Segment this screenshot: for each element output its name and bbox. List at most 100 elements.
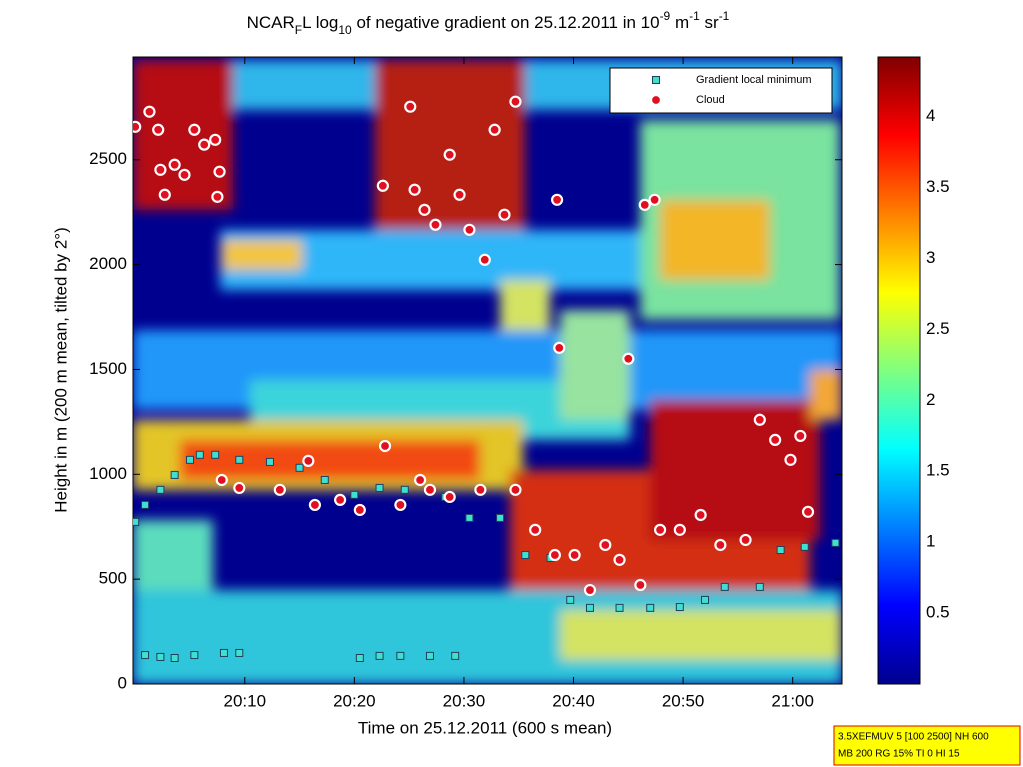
point: [714, 538, 727, 552]
point: [190, 651, 199, 660]
point: [675, 603, 684, 612]
point: [613, 553, 626, 566]
heatmap: [133, 57, 842, 684]
point: [673, 523, 686, 536]
point: [295, 463, 304, 472]
point: [653, 523, 667, 536]
point: [463, 223, 476, 236]
point: [529, 523, 542, 536]
point: [418, 203, 431, 216]
title-part: F: [295, 23, 302, 37]
point: [488, 123, 501, 136]
legend-marker: [652, 76, 660, 84]
annotation: 3.5XEFMUV 5 [100 2500] NH 600: [838, 732, 989, 743]
legend-box: [609, 67, 833, 114]
x-tick-label: 20:10: [224, 691, 267, 710]
point: [233, 481, 246, 495]
point: [178, 168, 191, 181]
x-tick-label: 21:00: [771, 691, 814, 710]
point: [429, 218, 442, 231]
chart-title: NCARFL log10 of negative gradient on 25.…: [247, 9, 730, 37]
point: [152, 123, 165, 136]
point: [646, 603, 655, 612]
point: [235, 648, 244, 657]
point: [211, 450, 220, 459]
point: [188, 123, 201, 136]
point: [170, 470, 179, 479]
annotation-box: [833, 725, 1021, 766]
point: [615, 603, 624, 612]
point: [553, 341, 566, 354]
point: [443, 490, 456, 504]
colorbar-tick-label: 3: [926, 248, 935, 267]
x-axis-label: Time on 25.12.2011 (600 s mean): [358, 718, 612, 737]
point: [154, 163, 167, 176]
legend-label: Gradient local minimum: [696, 74, 812, 86]
point: [215, 473, 228, 487]
point: [800, 542, 809, 551]
point: [198, 138, 211, 151]
point: [638, 198, 651, 211]
point: [185, 455, 194, 464]
point: [375, 651, 384, 660]
point: [776, 546, 785, 555]
axes: 0 500 1000 1500 2000 2500 20:10 20:20 20:30 20:40…: [89, 57, 950, 710]
title-part: of negative gradient on 25.12.2011 in 10: [352, 13, 660, 32]
point: [831, 538, 840, 547]
point: [548, 548, 561, 562]
point: [376, 179, 389, 192]
point: [465, 513, 474, 522]
point: [769, 433, 782, 447]
y-tick-label: 500: [99, 569, 127, 588]
point: [265, 457, 274, 466]
point: [211, 190, 224, 203]
y-tick-label: 2500: [89, 149, 127, 168]
point: [474, 483, 487, 496]
point: [213, 165, 226, 178]
point: [794, 429, 807, 443]
point: [320, 475, 329, 484]
point: [509, 483, 522, 496]
colorbar-tick-label: 1: [926, 532, 935, 551]
colorbar-tick-label: 4: [926, 106, 935, 125]
point: [550, 193, 564, 206]
point: [784, 453, 797, 466]
point: [755, 582, 764, 591]
plot-frame: [132, 56, 843, 685]
point: [235, 455, 244, 464]
point: [400, 485, 409, 494]
point: [396, 651, 405, 660]
colorbar-tick-label: 2.5: [926, 319, 950, 338]
title-part: m: [670, 13, 689, 32]
point: [599, 538, 612, 552]
point: [585, 603, 594, 612]
title-part: L log: [302, 13, 338, 32]
point: [133, 517, 140, 526]
point: [156, 485, 165, 494]
point: [753, 413, 766, 426]
point: [453, 188, 466, 201]
x-tick-label: 20:30: [443, 691, 486, 710]
legend-marker: [649, 93, 663, 107]
point: [308, 498, 322, 512]
title-part: 10: [338, 23, 352, 37]
title-part: -1: [689, 9, 700, 23]
title-part: -1: [719, 9, 730, 23]
y-tick-label: 1000: [89, 464, 127, 483]
point: [375, 483, 384, 492]
point: [701, 595, 710, 604]
point: [498, 208, 511, 221]
point: [801, 505, 815, 518]
point: [404, 100, 417, 113]
point: [158, 188, 171, 201]
point: [355, 653, 364, 662]
point: [350, 490, 359, 499]
point: [170, 653, 179, 662]
point: [521, 551, 530, 560]
point: [143, 105, 156, 118]
point: [209, 133, 222, 146]
marks: [133, 95, 840, 662]
point: [496, 513, 505, 522]
